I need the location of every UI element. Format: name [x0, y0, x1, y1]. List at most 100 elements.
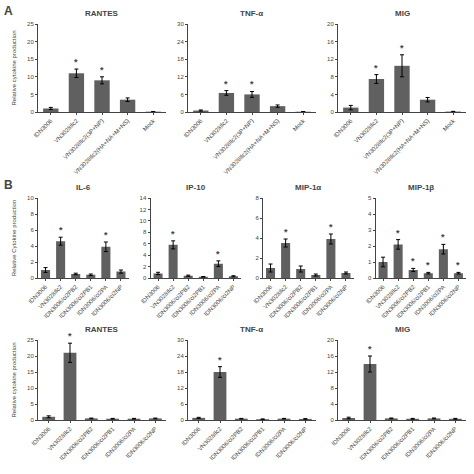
svg-text:5: 5: [30, 92, 34, 98]
svg-text:*: *: [100, 65, 104, 75]
svg-text:3: 3: [368, 227, 372, 233]
svg-text:24: 24: [177, 353, 184, 359]
svg-text:0: 0: [143, 275, 147, 281]
svg-text:B: B: [4, 178, 13, 192]
svg-text:*: *: [441, 232, 445, 242]
svg-text:IDN3006: IDN3006: [365, 283, 386, 304]
svg-text:VN3028Ilc2(HA+NA+M+NS): VN3028Ilc2(HA+NA+M+NS): [223, 118, 281, 176]
svg-text:5: 5: [368, 195, 372, 201]
svg-text:Mock: Mock: [142, 117, 157, 132]
svg-text:*: *: [68, 331, 72, 341]
svg-text:IDN3006/ci2PA: IDN3006/ci2PA: [404, 426, 437, 459]
svg-text:*: *: [59, 225, 63, 235]
svg-text:4: 4: [330, 401, 334, 407]
svg-text:VN3028Ilc2: VN3028Ilc2: [353, 117, 380, 144]
svg-text:*: *: [411, 256, 415, 266]
svg-text:6: 6: [30, 227, 34, 233]
svg-text:IDN3006/ci2PB1: IDN3006/ci2PB1: [58, 283, 94, 319]
svg-text:6: 6: [255, 215, 259, 221]
svg-text:IDN3006/ci2PB1: IDN3006/ci2PB1: [230, 425, 266, 461]
svg-text:0: 0: [180, 417, 184, 423]
svg-text:4: 4: [255, 235, 259, 241]
svg-text:15: 15: [27, 56, 34, 62]
svg-text:IDN3006: IDN3006: [181, 425, 202, 446]
svg-text:10: 10: [27, 195, 34, 201]
svg-text:5: 5: [30, 401, 34, 407]
svg-text:TNF-α: TNF-α: [240, 325, 263, 334]
svg-text:IDN3006: IDN3006: [183, 117, 204, 138]
svg-text:IDN3006/ci2PA: IDN3006/ci2PA: [413, 284, 446, 317]
svg-text:IDN3006: IDN3006: [27, 283, 48, 304]
svg-text:IDN3006/ci2NP: IDN3006/ci2NP: [275, 426, 308, 459]
svg-text:*: *: [368, 344, 372, 354]
svg-text:8: 8: [143, 229, 147, 235]
svg-text:12: 12: [140, 207, 147, 213]
svg-text:8: 8: [330, 74, 334, 80]
svg-text:6: 6: [180, 92, 184, 98]
svg-text:4: 4: [30, 243, 34, 249]
svg-text:0: 0: [255, 275, 259, 281]
svg-text:6: 6: [143, 241, 147, 247]
svg-text:*: *: [218, 355, 222, 365]
svg-text:6: 6: [180, 401, 184, 407]
svg-text:VN3028Ilc2(HA+NA+M+NS): VN3028Ilc2(HA+NA+M+NS): [73, 118, 131, 176]
svg-text:10: 10: [140, 218, 147, 224]
svg-text:0: 0: [30, 109, 34, 115]
svg-text:8: 8: [255, 195, 259, 201]
svg-text:Mock: Mock: [292, 117, 307, 132]
svg-text:12: 12: [327, 369, 334, 375]
svg-text:25: 25: [27, 337, 34, 343]
svg-text:24: 24: [177, 39, 184, 45]
svg-text:VN3028Ilc2(3P+NP): VN3028Ilc2(3P+NP): [362, 118, 405, 161]
svg-text:12: 12: [177, 385, 184, 391]
svg-text:*: *: [74, 57, 78, 67]
svg-text:*: *: [104, 230, 108, 240]
svg-text:16: 16: [327, 39, 334, 45]
svg-text:2: 2: [143, 264, 147, 270]
svg-text:VN3028Ilc2(3P+NP): VN3028Ilc2(3P+NP): [62, 118, 105, 161]
svg-text:IDN3006/ci2NP: IDN3006/ci2NP: [125, 426, 158, 459]
svg-text:IL-6: IL-6: [76, 183, 91, 192]
svg-text:MIG: MIG: [395, 325, 410, 334]
svg-text:IDN3006/ci2PB1: IDN3006/ci2PB1: [171, 283, 207, 319]
svg-text:0: 0: [180, 109, 184, 115]
svg-text:20: 20: [27, 353, 34, 359]
svg-text:VN3028Ilc2: VN3028Ilc2: [37, 283, 64, 310]
svg-text:10: 10: [27, 74, 34, 80]
svg-text:IDN3006/ci2NP: IDN3006/ci2NP: [203, 284, 236, 317]
svg-text:VN3028Ilc2: VN3028Ilc2: [262, 283, 289, 310]
svg-text:30: 30: [177, 21, 184, 27]
svg-text:VN3028Ilc2: VN3028Ilc2: [53, 117, 80, 144]
svg-text:IDN3006/ci2PB2: IDN3006/ci2PB2: [359, 425, 395, 461]
svg-text:*: *: [171, 229, 175, 239]
svg-text:TNF-α: TNF-α: [240, 9, 263, 18]
svg-text:0: 0: [330, 109, 334, 115]
svg-text:4: 4: [368, 211, 372, 217]
svg-text:VN3028Ilc2: VN3028Ilc2: [203, 117, 230, 144]
svg-text:4: 4: [143, 252, 147, 258]
svg-text:12: 12: [327, 56, 334, 62]
svg-text:IDN3006/ci2PB1: IDN3006/ci2PB1: [396, 283, 432, 319]
svg-text:IDN3006/ci2PB2: IDN3006/ci2PB2: [59, 425, 95, 461]
svg-text:MIP-1α: MIP-1α: [295, 183, 321, 192]
svg-text:IDN3006: IDN3006: [331, 425, 352, 446]
svg-text:IDN3006/ci2PA: IDN3006/ci2PA: [301, 284, 334, 317]
svg-text:*: *: [400, 43, 404, 53]
svg-text:0: 0: [330, 417, 334, 423]
svg-text:2: 2: [368, 243, 372, 249]
svg-text:IDN3006/ci2PB2: IDN3006/ci2PB2: [380, 283, 416, 319]
svg-text:IDN3006/ci2NP: IDN3006/ci2NP: [90, 284, 123, 317]
svg-text:MIG: MIG: [395, 9, 410, 18]
svg-text:IDN3006: IDN3006: [333, 117, 354, 138]
svg-text:IDN3006: IDN3006: [140, 283, 161, 304]
svg-text:IDN3006/ci2PA: IDN3006/ci2PA: [254, 426, 287, 459]
svg-text:15: 15: [27, 369, 34, 375]
svg-text:IP-10: IP-10: [186, 183, 206, 192]
svg-text:VN3028Ilc2: VN3028Ilc2: [47, 425, 74, 452]
svg-text:*: *: [456, 260, 460, 270]
svg-text:VN3028Ilc2: VN3028Ilc2: [197, 425, 224, 452]
svg-text:IDN3006/ci2PB1: IDN3006/ci2PB1: [80, 425, 116, 461]
svg-text:1: 1: [368, 259, 372, 265]
svg-text:2: 2: [30, 259, 34, 265]
svg-text:IDN3006/ci2NP: IDN3006/ci2NP: [315, 284, 348, 317]
